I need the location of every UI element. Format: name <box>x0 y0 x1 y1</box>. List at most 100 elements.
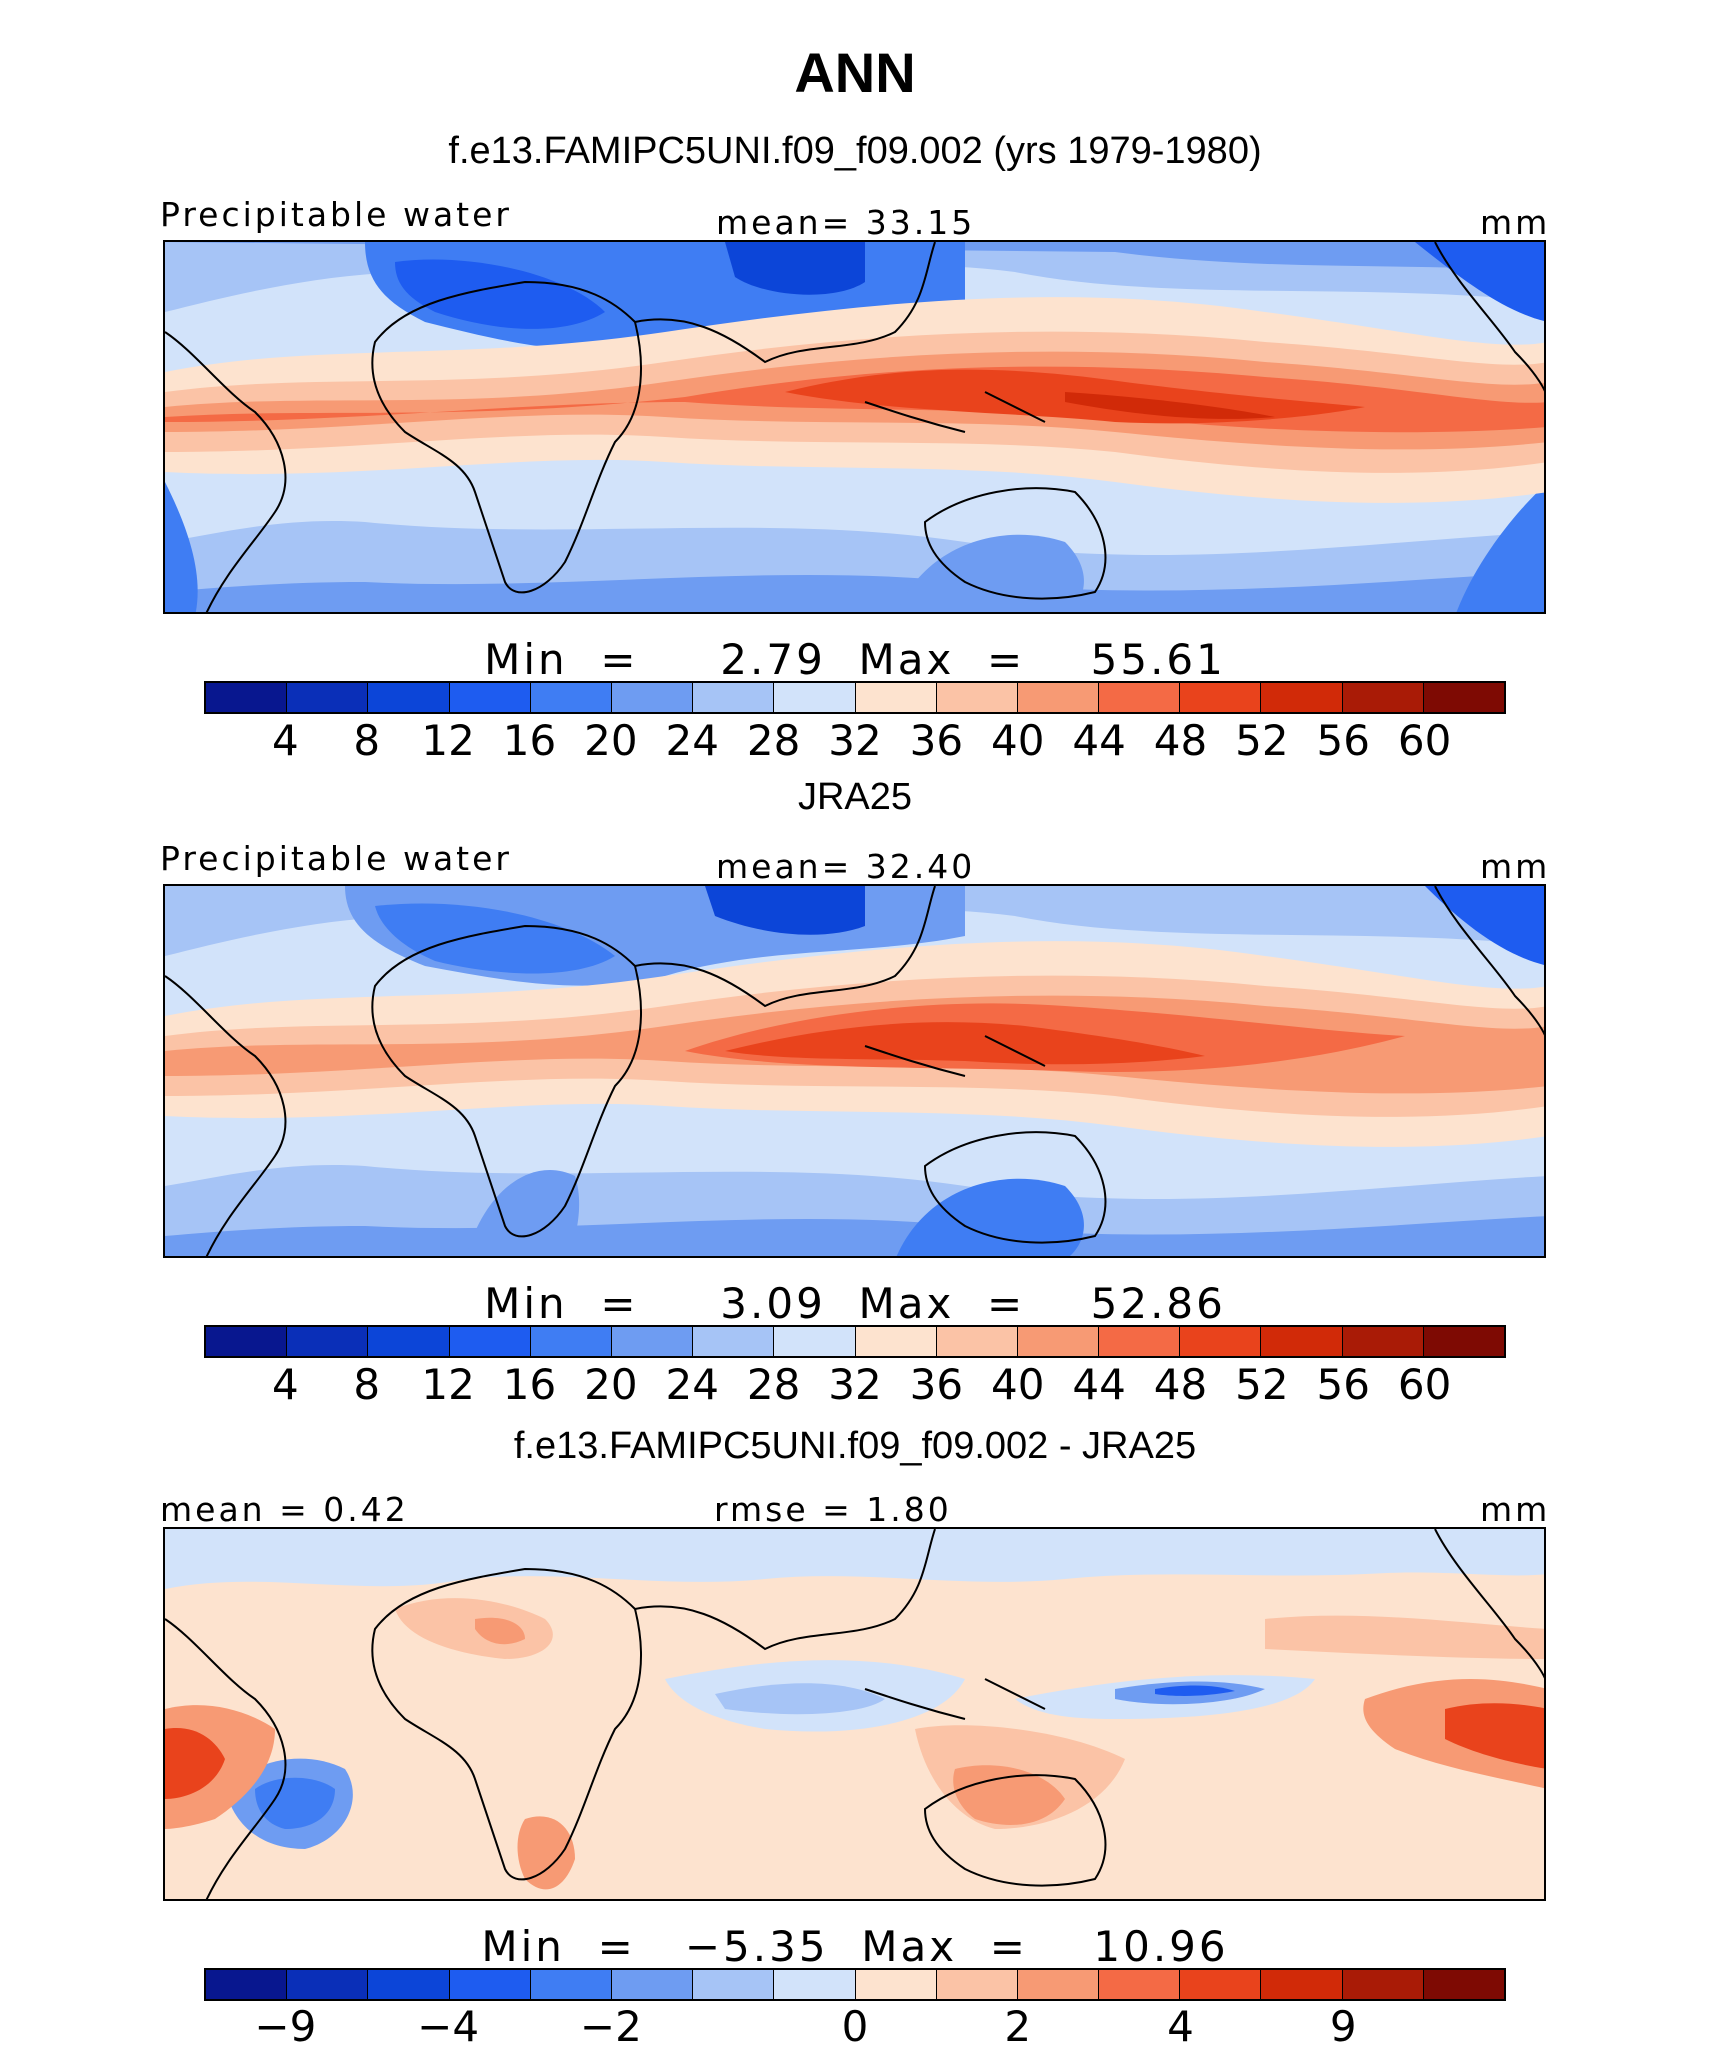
panel-2-colorbar-ticks: 4 8 12 16 20 24 28 32 36 40 44 48 52 56 60 <box>204 1360 1506 1410</box>
colorbar-segment <box>1099 683 1181 712</box>
colorbar-tick-label: 32 <box>828 716 882 765</box>
colorbar-segment <box>530 1970 612 1999</box>
panel-2-field <box>165 886 1544 1256</box>
colorbar-tick-label: 9 <box>1329 2002 1357 2051</box>
colorbar-tick-label: 36 <box>909 1360 964 1409</box>
colorbar-segment <box>936 1327 1018 1356</box>
panel-3-colorbar <box>204 1968 1506 2001</box>
colorbar-segment <box>449 1970 531 1999</box>
panel-3-colorbar-ticks: −9 −4 −2 0 2 4 9 <box>204 2002 1506 2052</box>
colorbar-segment <box>611 1970 694 1999</box>
panel-3-mean-label: mean = 0.42 <box>160 1490 409 1529</box>
colorbar-segment <box>1423 1327 1504 1356</box>
panel-2-map <box>163 884 1546 1258</box>
colorbar-segment <box>774 1970 856 1999</box>
panel-2-minmax: Min = 3.09 Max = 52.86 <box>484 1279 1226 1328</box>
panel-2-variable-label: Precipitable water <box>160 839 512 878</box>
colorbar-segment <box>936 1970 1018 1999</box>
colorbar-tick-label: 52 <box>1235 1360 1289 1409</box>
colorbar-segment <box>693 683 775 712</box>
colorbar-segment <box>1180 1327 1262 1356</box>
colorbar-segment <box>449 683 531 712</box>
colorbar-tick-label: 28 <box>746 1360 801 1409</box>
colorbar-segment <box>206 683 288 712</box>
colorbar-tick-label: −2 <box>579 2002 642 2051</box>
colorbar-tick-label: 24 <box>665 1360 719 1409</box>
colorbar-tick-label: 36 <box>909 716 964 765</box>
colorbar-segment <box>1180 683 1262 712</box>
panel-1-units-label: mm <box>1480 203 1551 242</box>
colorbar-tick-label: −4 <box>417 2002 480 2051</box>
colorbar-segment <box>855 683 937 712</box>
colorbar-segment <box>1017 1327 1100 1356</box>
panel-2-mean-label: mean= 32.40 <box>716 847 976 886</box>
colorbar-segment <box>1261 683 1343 712</box>
colorbar-tick-label: 56 <box>1316 1360 1370 1409</box>
colorbar-segment <box>1017 1970 1100 1999</box>
panel-1-map <box>163 240 1546 614</box>
colorbar-tick-label: 48 <box>1153 1360 1208 1409</box>
colorbar-segment <box>1017 683 1100 712</box>
panel-3-map <box>163 1527 1546 1901</box>
panel-1-variable-label: Precipitable water <box>160 195 512 234</box>
colorbar-segment <box>774 1327 856 1356</box>
colorbar-segment <box>206 1327 288 1356</box>
colorbar-tick-label: 16 <box>502 1360 557 1409</box>
colorbar-tick-label: 2 <box>1004 2002 1032 2051</box>
colorbar-tick-label: 60 <box>1397 1360 1452 1409</box>
colorbar-tick-label: 4 <box>272 716 299 765</box>
panel-2-colorbar <box>204 1325 1506 1358</box>
colorbar-segment <box>287 1327 369 1356</box>
colorbar-tick-label: 8 <box>353 1360 381 1409</box>
colorbar-segment <box>1423 1970 1504 1999</box>
colorbar-tick-label: 12 <box>421 1360 475 1409</box>
colorbar-tick-label: 12 <box>421 716 475 765</box>
panel-1-title: f.e13.FAMIPC5UNI.f09_f09.002 (yrs 1979-1… <box>448 130 1262 172</box>
colorbar-segment <box>206 1970 288 1999</box>
colorbar-tick-label: 56 <box>1316 716 1370 765</box>
panel-3-title: f.e13.FAMIPC5UNI.f09_f09.002 - JRA25 <box>513 1425 1197 1467</box>
colorbar-tick-label: 32 <box>828 1360 882 1409</box>
colorbar-tick-label: 8 <box>353 716 381 765</box>
colorbar-tick-label: 16 <box>502 716 557 765</box>
colorbar-tick-label: 44 <box>1072 1360 1126 1409</box>
colorbar-tick-label: 24 <box>665 716 719 765</box>
colorbar-segment <box>530 683 612 712</box>
colorbar-segment <box>1342 683 1424 712</box>
panel-2-title: JRA25 <box>797 776 913 818</box>
colorbar-tick-label: 40 <box>991 716 1045 765</box>
colorbar-segment <box>611 1327 694 1356</box>
colorbar-segment <box>287 683 369 712</box>
colorbar-tick-label: 28 <box>746 716 801 765</box>
colorbar-tick-label: 4 <box>1167 2002 1194 2051</box>
colorbar-tick-label: −9 <box>254 2002 317 2051</box>
panel-3-rmse-label: rmse = 1.80 <box>714 1490 952 1529</box>
figure-title: ANN <box>794 41 916 104</box>
colorbar-tick-label: 20 <box>584 1360 638 1409</box>
panel-3-minmax: Min = −5.35 Max = 10.96 <box>481 1922 1229 1971</box>
colorbar-segment <box>368 1327 450 1356</box>
colorbar-segment <box>1180 1970 1262 1999</box>
colorbar-segment <box>1342 1327 1424 1356</box>
panel-1-minmax: Min = 2.79 Max = 55.61 <box>484 635 1226 684</box>
panel-2-units-label: mm <box>1480 847 1551 886</box>
colorbar-segment <box>936 683 1018 712</box>
colorbar-segment <box>693 1327 775 1356</box>
colorbar-segment <box>611 683 694 712</box>
colorbar-segment <box>1423 683 1504 712</box>
colorbar-segment <box>693 1970 775 1999</box>
colorbar-segment <box>287 1970 369 1999</box>
colorbar-tick-label: 52 <box>1235 716 1289 765</box>
panel-1-field <box>165 242 1544 612</box>
colorbar-segment <box>1261 1327 1343 1356</box>
colorbar-segment <box>1261 1970 1343 1999</box>
colorbar-tick-label: 4 <box>272 1360 299 1409</box>
colorbar-segment <box>449 1327 531 1356</box>
panel-1-colorbar <box>204 681 1506 714</box>
colorbar-segment <box>1342 1970 1424 1999</box>
colorbar-segment <box>368 1970 450 1999</box>
colorbar-segment <box>368 683 450 712</box>
panel-3-units-label: mm <box>1480 1490 1551 1529</box>
colorbar-tick-label: 40 <box>991 1360 1045 1409</box>
panel-3-field <box>165 1529 1544 1899</box>
